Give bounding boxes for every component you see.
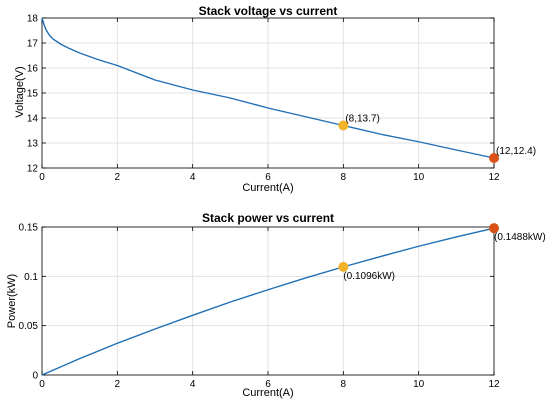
power-plot-xtick-label: 8 xyxy=(341,379,347,390)
voltage-plot-xtick-label: 4 xyxy=(190,172,196,183)
power-plot-ytick-label: 0.05 xyxy=(19,321,39,332)
power-plot-xtick-label: 2 xyxy=(115,379,121,390)
voltage-plot-marker-label: (8,13.7) xyxy=(345,114,379,125)
power-plot-ytick-label: 0 xyxy=(32,371,38,382)
voltage-plot-ylabel: Voltage(V) xyxy=(14,66,26,117)
voltage-plot-marker-point xyxy=(338,120,349,131)
voltage-plot-series-line xyxy=(41,17,495,159)
voltage-plot-ytick-label: 12 xyxy=(27,164,39,175)
voltage-plot-xtick-label: 12 xyxy=(488,172,500,183)
voltage-plot-title: Stack voltage vs current xyxy=(199,4,338,18)
voltage-plot-ytick-label: 17 xyxy=(27,39,39,50)
power-plot-ytick-label: 0.15 xyxy=(19,223,39,234)
voltage-plot-ytick-label: 15 xyxy=(27,89,39,100)
voltage-plot-ytick-label: 14 xyxy=(27,114,39,125)
voltage-plot-marker-point xyxy=(489,153,499,163)
power-plot-xtick-label: 10 xyxy=(413,379,425,390)
power-plot-xlabel: Current(A) xyxy=(242,387,293,399)
voltage-plot-xlabel: Current(A) xyxy=(242,182,293,194)
voltage-plot-marker-label: (12,12.4) xyxy=(496,146,536,157)
voltage-plot-xtick-label: 8 xyxy=(341,172,347,183)
voltage-plot-xtick-label: 0 xyxy=(39,172,45,183)
voltage-plot-ytick-label: 18 xyxy=(27,14,39,25)
voltage-plot-grid xyxy=(41,17,495,169)
voltage-plot-xtick-label: 10 xyxy=(413,172,425,183)
power-plot-title: Stack power vs current xyxy=(202,211,334,225)
power-plot-series-line xyxy=(41,227,495,376)
power-plot-xtick-label: 0 xyxy=(39,379,45,390)
voltage-plot-ytick-label: 13 xyxy=(27,139,39,150)
power-plot-marker-label: (0.1096kW) xyxy=(343,271,395,282)
power-plot-marker-point xyxy=(489,223,499,234)
power-plot-xtick-label: 6 xyxy=(265,379,271,390)
voltage-plot-xtick-label: 2 xyxy=(115,172,121,183)
power-plot: Stack power vs current Current(A) Power(… xyxy=(6,211,546,399)
voltage-plot-xtick-label: 6 xyxy=(265,172,271,183)
power-plot-xtick-label: 12 xyxy=(488,379,500,390)
power-plot-marker-point xyxy=(338,261,349,272)
power-plot-ytick-label: 0.1 xyxy=(24,272,38,283)
voltage-plot-ytick-label: 16 xyxy=(27,64,39,75)
power-plot-ylabel: Power(kW) xyxy=(6,274,18,328)
power-plot-xtick-label: 4 xyxy=(190,379,196,390)
voltage-plot: Stack voltage vs current Current(A) Volt… xyxy=(14,4,536,194)
power-plot-grid xyxy=(41,226,495,376)
power-plot-marker-label: (0.1488kW) xyxy=(494,232,546,243)
